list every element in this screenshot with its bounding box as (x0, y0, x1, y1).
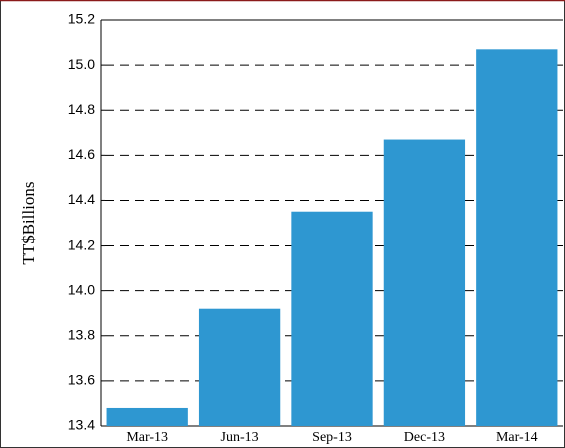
bar (198, 308, 281, 426)
y-tick-label: 14.6 (68, 146, 95, 162)
y-tick-label: 14.2 (68, 236, 95, 252)
x-tick-label: Jun-13 (221, 430, 259, 445)
bar (291, 211, 373, 426)
y-tick-label: 15.2 (68, 11, 95, 27)
bar (383, 139, 466, 427)
y-tick-label: 15.0 (68, 56, 95, 72)
y-tick-label: 14.8 (68, 101, 95, 117)
y-tick-label: 14.4 (68, 191, 95, 207)
y-axis-label: TT$Billions (19, 181, 38, 264)
y-tick-label: 14.0 (68, 281, 95, 297)
x-tick-label: Mar-14 (496, 430, 538, 445)
x-tick-label: Sep-13 (312, 430, 352, 445)
y-tick-label: 13.6 (68, 372, 95, 388)
x-tick-label: Mar-13 (126, 430, 168, 445)
x-tick-label: Dec-13 (404, 430, 445, 445)
y-tick-label: 13.4 (68, 417, 95, 433)
bar (476, 49, 558, 426)
y-tick-label: 13.8 (68, 326, 95, 342)
bar (106, 407, 188, 426)
